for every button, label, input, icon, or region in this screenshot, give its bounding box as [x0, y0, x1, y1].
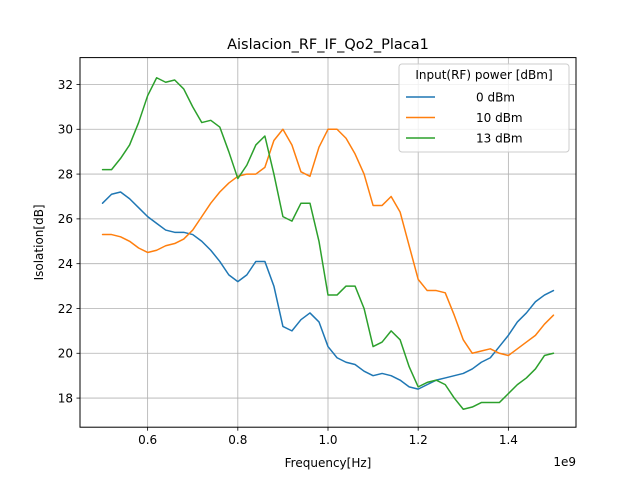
series-line-1 [101, 191, 555, 390]
axis-ticks: 0.6 0.8 1.0 1.2 1.4 18 20 22 24 26 28 30 32 [58, 78, 518, 447]
chart-title: Aislacion_RF_IF_Qo2_Placa1 [227, 37, 429, 53]
y-tick-label: 32 [58, 78, 73, 92]
y-tick-label: 22 [58, 302, 73, 316]
series-line-3 [101, 77, 555, 411]
x-tick-label: 0.8 [228, 433, 247, 447]
x-axis-offset-label: 1e9 [553, 455, 576, 469]
series-line-2 [101, 128, 555, 357]
y-tick-label: 30 [58, 123, 73, 137]
legend-title: Input(RF) power [dBm] [415, 68, 552, 82]
y-axis-label: Isolation[dB] [32, 204, 46, 280]
legend-label-2: 10 dBm [476, 111, 523, 125]
x-tick-label: 0.6 [138, 433, 157, 447]
series-lines [101, 77, 555, 411]
legend: Input(RF) power [dBm] 0 dBm 10 dBm 13 dBm [398, 63, 570, 153]
y-tick-label: 26 [58, 212, 73, 226]
legend-box [398, 63, 570, 153]
x-tick-label: 1.4 [499, 433, 518, 447]
y-tick-label: 18 [58, 391, 73, 405]
y-tick-label: 28 [58, 167, 73, 181]
legend-entries: 0 dBm 10 dBm 13 dBm [406, 90, 523, 145]
x-tick-label: 1.2 [409, 433, 428, 447]
x-tick-label: 1.0 [318, 433, 337, 447]
legend-label-1: 0 dBm [476, 90, 515, 104]
x-axis-label: Frequency[Hz] [285, 456, 372, 470]
y-tick-label: 24 [58, 257, 73, 271]
legend-label-3: 13 dBm [476, 131, 523, 145]
y-tick-label: 20 [58, 347, 73, 361]
grid [80, 57, 576, 428]
